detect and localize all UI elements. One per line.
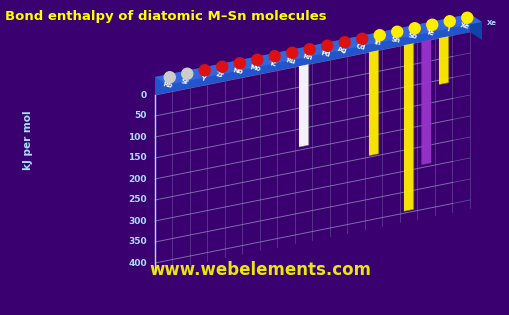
Text: Nb: Nb bbox=[232, 67, 243, 75]
Text: Tc: Tc bbox=[268, 60, 276, 68]
Polygon shape bbox=[155, 14, 469, 95]
Text: Cd: Cd bbox=[354, 43, 365, 51]
Polygon shape bbox=[368, 154, 378, 156]
Circle shape bbox=[181, 68, 192, 79]
Text: Sb: Sb bbox=[407, 32, 417, 40]
Text: Pd: Pd bbox=[319, 50, 330, 58]
Text: kJ per mol: kJ per mol bbox=[23, 110, 33, 170]
Text: Te: Te bbox=[425, 29, 434, 37]
Text: 150: 150 bbox=[128, 153, 147, 163]
Text: In: In bbox=[373, 40, 381, 47]
Polygon shape bbox=[298, 145, 308, 147]
Text: www.webelements.com: www.webelements.com bbox=[149, 261, 370, 279]
Text: 50: 50 bbox=[134, 112, 147, 121]
Polygon shape bbox=[368, 50, 378, 156]
Text: Rh: Rh bbox=[302, 53, 313, 61]
Polygon shape bbox=[155, 14, 481, 85]
Text: 100: 100 bbox=[128, 133, 147, 141]
Text: 300: 300 bbox=[128, 216, 147, 226]
Text: Rb: Rb bbox=[162, 81, 173, 89]
Text: Sr: Sr bbox=[180, 78, 189, 85]
Text: Ag: Ag bbox=[336, 46, 348, 54]
Text: Mo: Mo bbox=[249, 64, 261, 72]
Polygon shape bbox=[430, 40, 431, 163]
Text: I: I bbox=[445, 26, 449, 32]
Circle shape bbox=[391, 26, 402, 37]
Circle shape bbox=[216, 61, 228, 72]
Text: Zr: Zr bbox=[215, 71, 224, 78]
Polygon shape bbox=[420, 163, 431, 165]
Polygon shape bbox=[469, 14, 481, 40]
Circle shape bbox=[286, 47, 297, 58]
Text: Sn: Sn bbox=[389, 36, 400, 44]
Circle shape bbox=[408, 23, 419, 34]
Polygon shape bbox=[403, 43, 413, 211]
Circle shape bbox=[199, 65, 210, 76]
Text: Bond enthalpy of diatomic M–Sn molecules: Bond enthalpy of diatomic M–Sn molecules bbox=[5, 10, 326, 23]
Circle shape bbox=[321, 40, 332, 51]
Polygon shape bbox=[403, 209, 413, 211]
Text: 250: 250 bbox=[128, 196, 147, 204]
Circle shape bbox=[164, 72, 175, 83]
Polygon shape bbox=[420, 40, 430, 165]
Circle shape bbox=[251, 54, 262, 65]
Polygon shape bbox=[438, 83, 448, 85]
Text: 0: 0 bbox=[140, 90, 147, 100]
Circle shape bbox=[269, 51, 280, 62]
Text: Xe: Xe bbox=[486, 20, 496, 26]
Circle shape bbox=[338, 37, 350, 48]
Circle shape bbox=[443, 16, 455, 27]
Polygon shape bbox=[298, 64, 308, 147]
Circle shape bbox=[426, 19, 437, 30]
Circle shape bbox=[234, 58, 245, 69]
Circle shape bbox=[461, 12, 472, 23]
Circle shape bbox=[356, 33, 367, 44]
Text: 200: 200 bbox=[128, 175, 147, 184]
Text: Y: Y bbox=[200, 75, 205, 82]
Text: 400: 400 bbox=[128, 259, 147, 267]
Circle shape bbox=[304, 44, 315, 55]
Text: Xe: Xe bbox=[459, 22, 470, 30]
Circle shape bbox=[374, 30, 384, 41]
Text: 350: 350 bbox=[128, 238, 147, 247]
Text: Ru: Ru bbox=[285, 57, 295, 65]
Polygon shape bbox=[438, 36, 448, 84]
